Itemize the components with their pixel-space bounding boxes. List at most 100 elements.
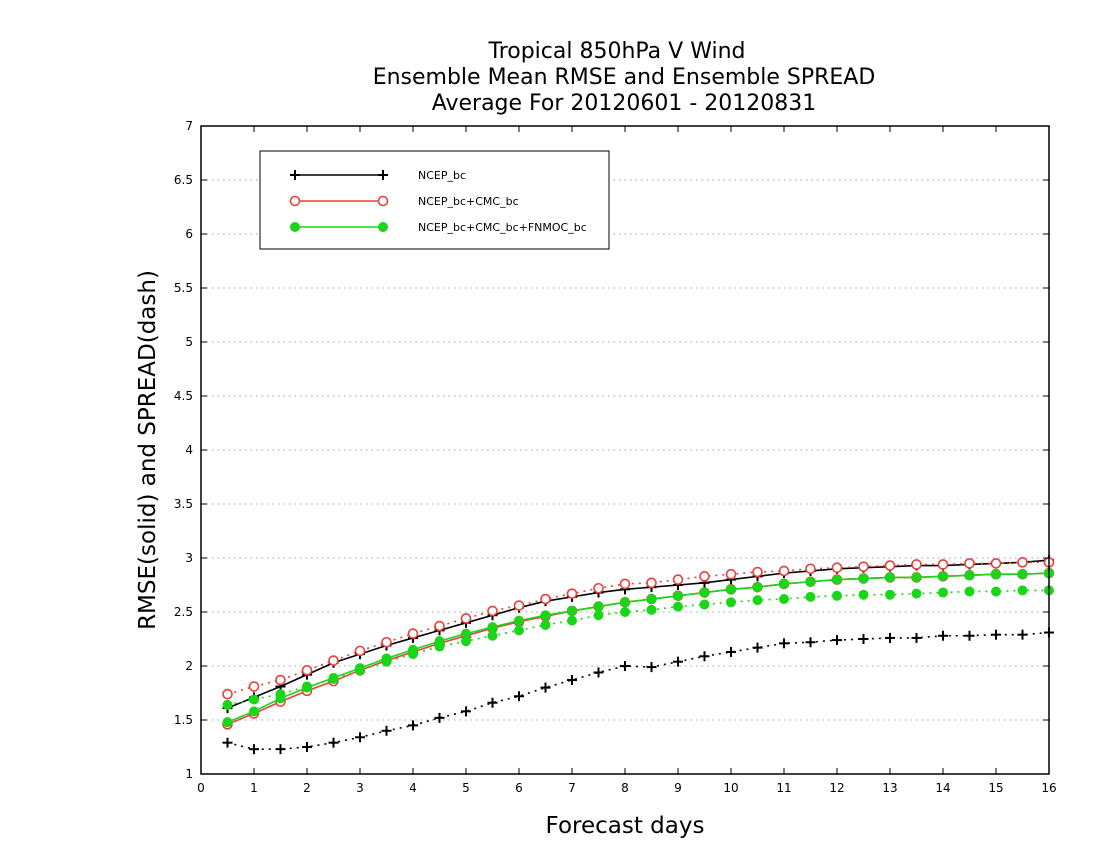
spread-point	[832, 590, 842, 601]
spread-point	[805, 563, 816, 575]
spread-point	[540, 682, 551, 693]
rmse-point	[779, 578, 789, 589]
spread-point	[779, 638, 789, 649]
x-tick-label: 11	[776, 781, 791, 795]
rmse-point	[328, 672, 339, 683]
spread-point	[540, 619, 551, 630]
spread-point	[991, 586, 1001, 597]
chart-title-line-3: Average For 20120601 - 20120831	[432, 91, 817, 116]
spread-point	[1017, 629, 1028, 640]
spread-point	[567, 675, 577, 686]
spread-point	[620, 661, 630, 671]
spread-point	[938, 587, 948, 598]
spread-point	[514, 625, 524, 636]
x-tick-label: 3	[356, 781, 364, 795]
y-tick-label: 3.5	[174, 497, 193, 511]
spread-point	[831, 562, 843, 574]
spread-point	[832, 635, 842, 646]
rmse-line	[227, 559, 1050, 709]
spread-point	[487, 697, 498, 708]
rmse-point	[540, 610, 551, 621]
spread-point	[593, 610, 604, 621]
spread-point	[460, 613, 472, 624]
legend-marker	[289, 195, 301, 207]
spread-point	[964, 630, 975, 641]
spread-point	[434, 712, 445, 723]
legend-entry: NCEP_bc	[290, 169, 466, 182]
spread-point	[302, 742, 312, 752]
spread-point	[222, 737, 233, 748]
rmse-point	[620, 597, 630, 608]
legend-marker	[290, 170, 300, 180]
spread-point	[355, 732, 365, 743]
spread-point	[964, 558, 975, 569]
spread-point	[487, 630, 498, 641]
rmse-line	[227, 572, 1050, 723]
spread-point	[1017, 557, 1028, 568]
spread-point	[1017, 585, 1028, 596]
spread-point	[248, 681, 260, 692]
y-tick-label: 3	[185, 551, 193, 565]
spread-point	[275, 674, 286, 686]
spread-point	[699, 599, 710, 610]
spread-point	[408, 720, 418, 731]
legend: NCEP_bc NCEP_bc+CMC_bc NCEP_bc+CMC_bc+FNMO…	[259, 150, 610, 250]
spread-point	[726, 597, 736, 608]
legend-marker	[378, 222, 388, 232]
series-0	[222, 555, 1054, 755]
y-tick-label: 1.5	[174, 713, 193, 727]
spread-point	[328, 655, 339, 666]
spread-point	[673, 601, 683, 612]
spread-point	[354, 645, 366, 657]
spread-point	[593, 667, 604, 678]
y-tick-label: 1	[185, 767, 193, 781]
x-tick-label: 13	[882, 781, 897, 795]
x-tick-label: 4	[409, 781, 417, 795]
x-tick-label: 0	[197, 781, 205, 795]
spread-point	[301, 665, 313, 676]
rmse-point	[991, 569, 1001, 580]
rmse-line	[227, 572, 1050, 726]
rmse-point	[381, 653, 392, 664]
spread-point	[222, 699, 233, 710]
rmse-point	[832, 574, 842, 585]
spread-point	[805, 637, 816, 648]
spread-point	[911, 588, 922, 599]
rmse-point	[1017, 569, 1028, 580]
spread-point	[487, 605, 498, 617]
spread-point	[752, 595, 763, 606]
rmse-point	[514, 615, 524, 626]
spread-point	[911, 632, 922, 643]
x-tick-label: 12	[829, 781, 844, 795]
spread-point	[646, 577, 657, 589]
spread-point	[885, 632, 895, 643]
x-tick-label: 15	[988, 781, 1003, 795]
legend-marker	[290, 222, 300, 232]
spread-point	[884, 560, 896, 571]
x-tick-label: 10	[723, 781, 738, 795]
spread-point	[911, 559, 922, 570]
spread-point	[566, 588, 578, 599]
y-tick-label: 7	[185, 119, 193, 133]
x-tick-label: 16	[1041, 781, 1056, 795]
gridlines	[201, 179, 1049, 721]
spread-point	[620, 607, 630, 617]
y-tick-label: 5	[185, 335, 193, 349]
legend-label: NCEP_bc	[418, 169, 466, 182]
spread-line	[227, 631, 1050, 750]
spread-point	[514, 691, 524, 702]
spread-point	[275, 744, 286, 755]
series-1	[222, 557, 1055, 730]
x-tick-label: 6	[515, 781, 523, 795]
spread-point	[991, 629, 1001, 640]
y-tick-label: 6	[185, 227, 193, 241]
rmse-point	[302, 682, 312, 693]
rmse-point	[699, 587, 710, 598]
y-tick-label: 2.5	[174, 605, 193, 619]
legend-box	[259, 150, 610, 250]
spread-point	[513, 600, 525, 611]
x-tick-label: 7	[568, 781, 576, 795]
spread-point	[937, 559, 949, 570]
legend-marker	[377, 195, 389, 207]
